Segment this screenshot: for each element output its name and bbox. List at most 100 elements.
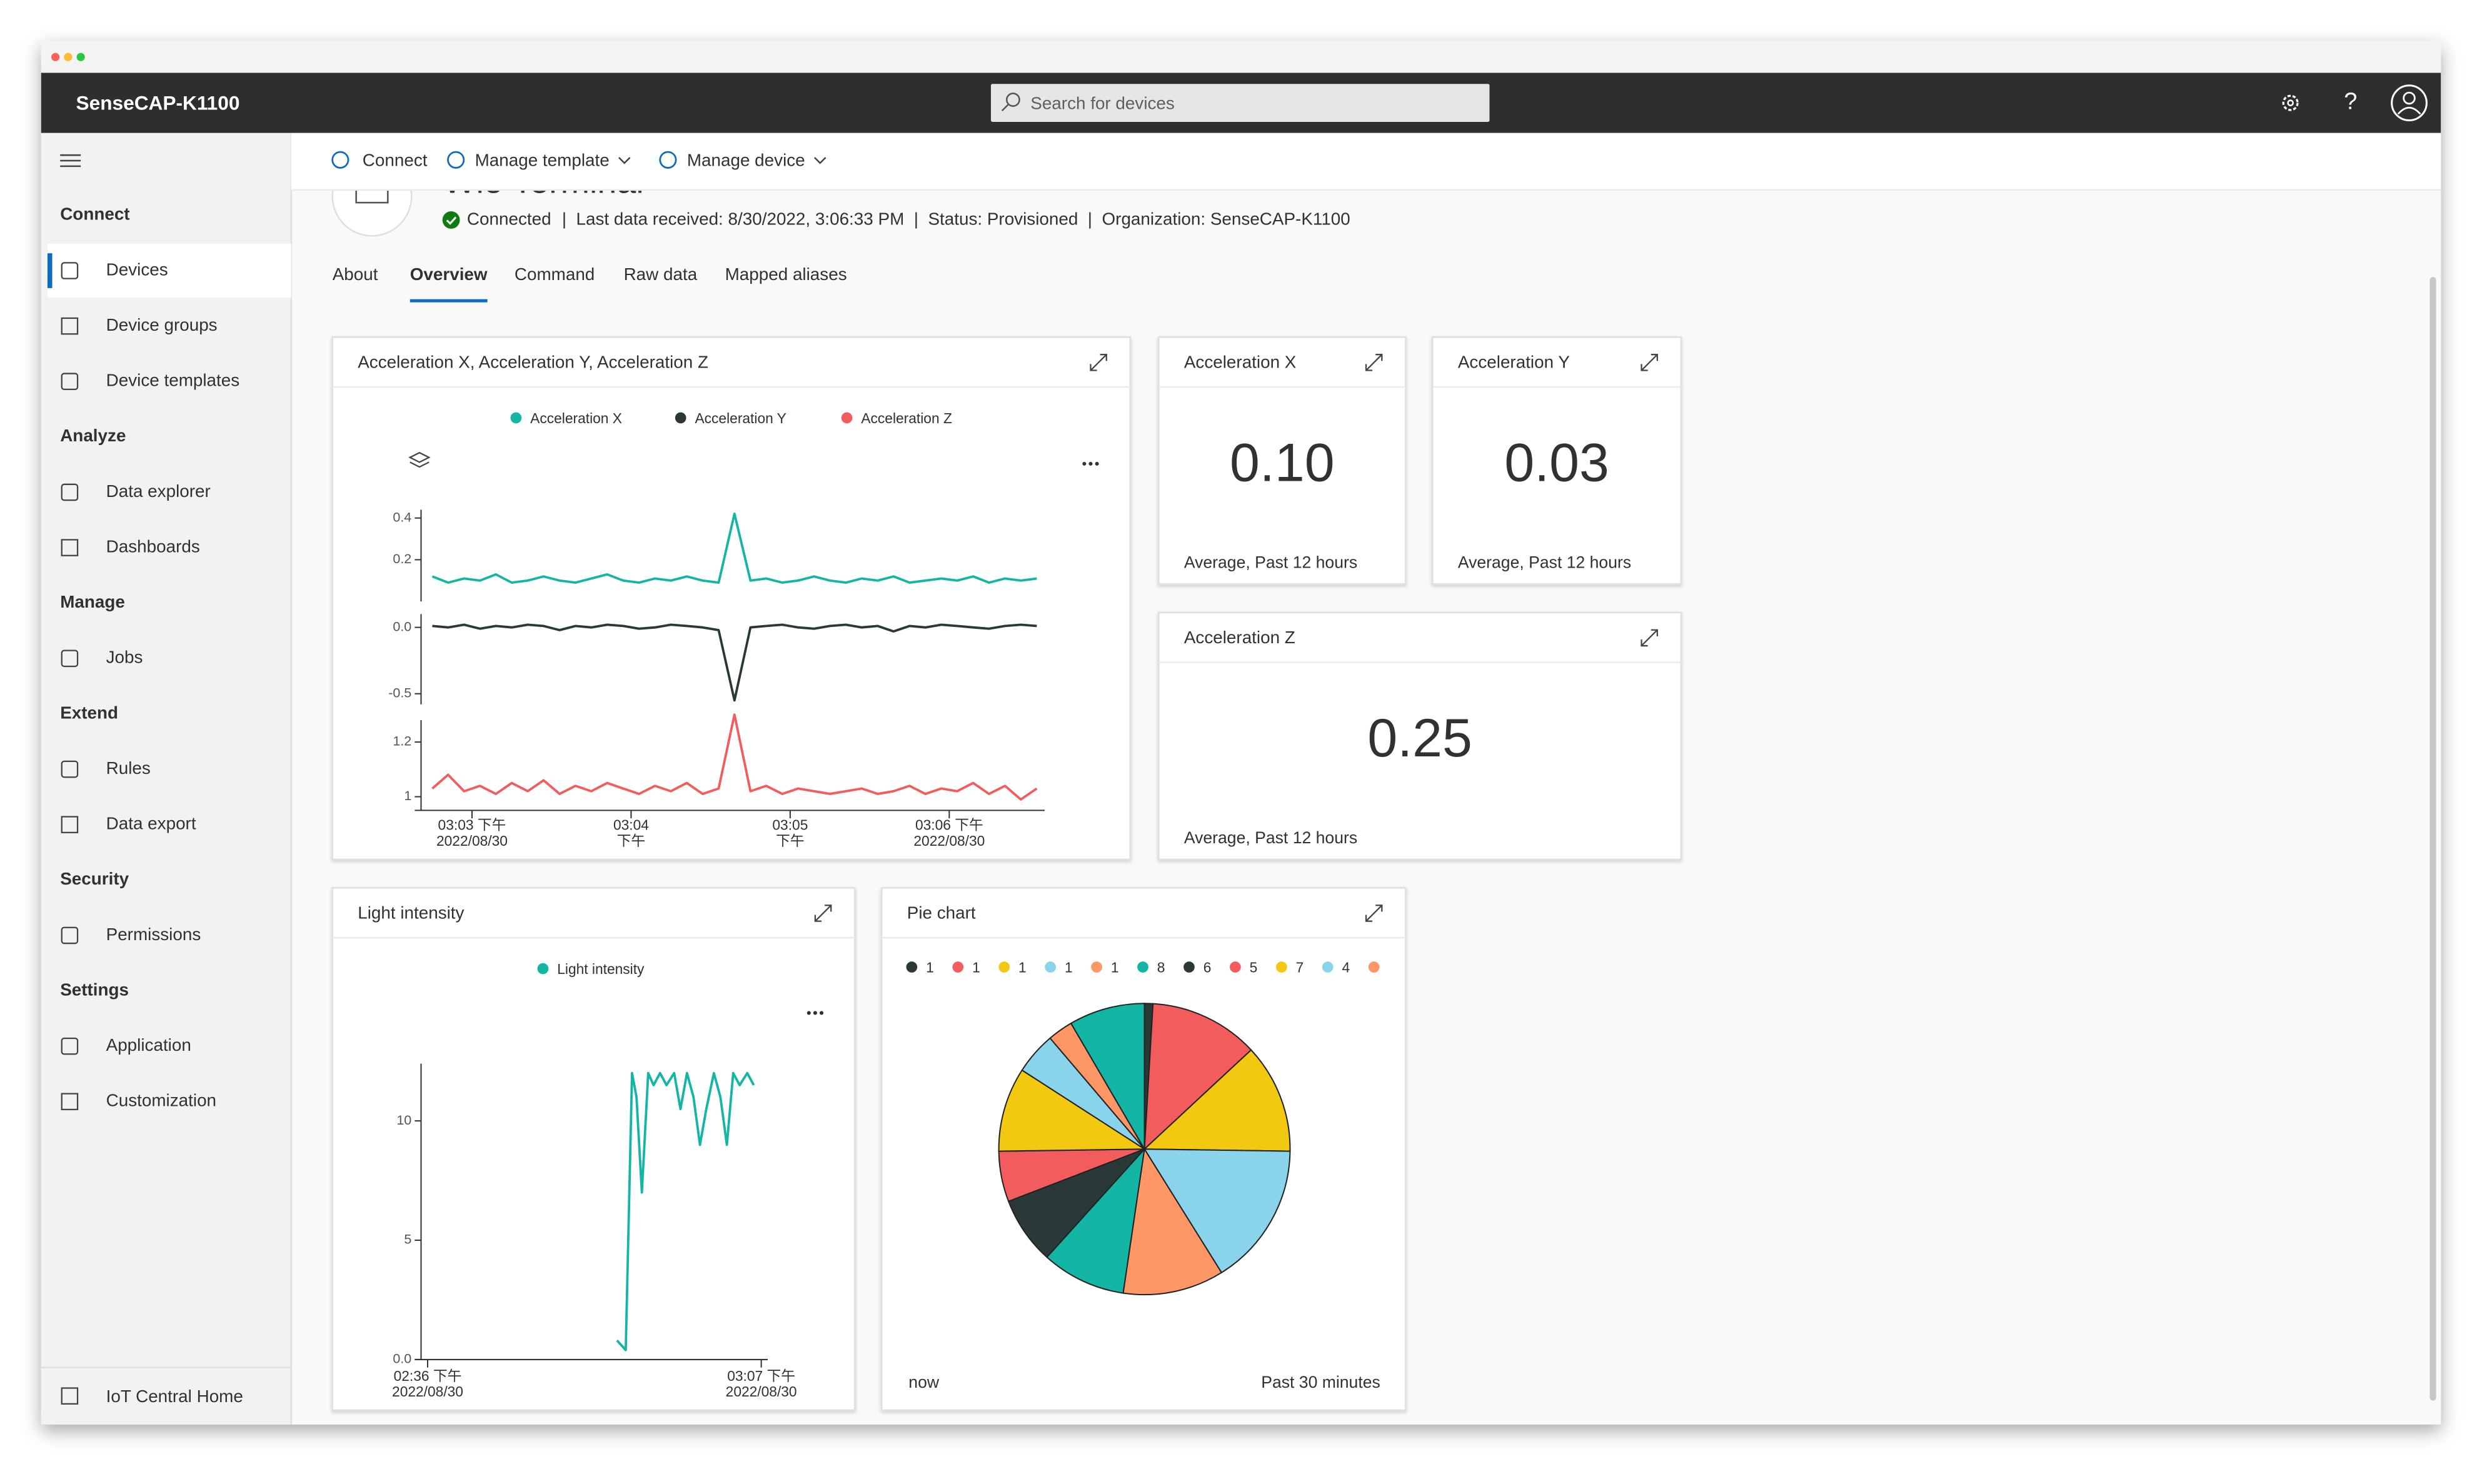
pie-slice bbox=[1070, 1003, 1145, 1151]
pie-slice bbox=[1143, 1049, 1291, 1152]
pie-slice bbox=[1143, 1148, 1291, 1274]
sidebar-item[interactable]: Customization bbox=[106, 1091, 216, 1110]
expand-icon[interactable] bbox=[1640, 629, 1659, 647]
toolbar-button[interactable]: Manage template bbox=[475, 151, 610, 170]
legend-marker bbox=[1275, 961, 1287, 973]
tab[interactable]: Raw data bbox=[624, 264, 698, 284]
search-icon bbox=[1006, 93, 1020, 107]
legend-marker bbox=[1045, 961, 1057, 973]
search-icon-handle bbox=[1001, 104, 1009, 112]
kpi-value: 0.03 bbox=[1504, 433, 1609, 493]
account-icon-head bbox=[2403, 91, 2416, 105]
sidebar-item-icon bbox=[61, 1093, 79, 1111]
more-icon[interactable] bbox=[1082, 461, 1087, 466]
sidebar-item[interactable]: Jobs bbox=[106, 648, 143, 667]
tile-footer: Past 30 minutes bbox=[1261, 1373, 1380, 1391]
toolbar-button[interactable]: Connect bbox=[363, 151, 428, 170]
x-tick-label: 03:05 bbox=[772, 817, 808, 833]
sidebar-item[interactable]: Data export bbox=[106, 814, 196, 833]
y-tick-label: 0.4 bbox=[393, 509, 411, 524]
legend-label: 1 bbox=[972, 960, 980, 976]
y-tick-label: 5 bbox=[404, 1232, 411, 1247]
x-tick-label: 2022/08/30 bbox=[913, 833, 985, 849]
tab[interactable]: Mapped aliases bbox=[725, 264, 847, 284]
sidebar-item-icon bbox=[61, 539, 79, 556]
sidebar-footer-link[interactable]: IoT Central Home bbox=[106, 1386, 243, 1406]
sidebar-item[interactable]: Device groups bbox=[106, 315, 218, 334]
legend-marker bbox=[510, 412, 522, 424]
series-line bbox=[432, 623, 1037, 702]
kpi-value: 0.25 bbox=[1367, 708, 1472, 768]
expand-icon[interactable] bbox=[1090, 354, 1107, 371]
sidebar-item[interactable]: Devices bbox=[106, 259, 168, 279]
tile bbox=[331, 887, 856, 1411]
toolbar-chevron bbox=[618, 157, 631, 164]
scrollbar[interactable] bbox=[2429, 277, 2436, 1401]
more-icon[interactable] bbox=[1095, 461, 1099, 466]
help-icon[interactable]: ? bbox=[2344, 89, 2357, 115]
sidebar-section-title: Manage bbox=[60, 592, 125, 611]
title-bar bbox=[41, 41, 2441, 73]
sidebar-item[interactable]: Application bbox=[106, 1035, 191, 1055]
y-tick-label: 0.0 bbox=[393, 1351, 411, 1366]
more-icon[interactable] bbox=[806, 1011, 811, 1015]
expand-icon[interactable] bbox=[814, 905, 832, 922]
legend-label: 7 bbox=[1296, 960, 1304, 976]
tile bbox=[1432, 336, 1682, 585]
y-tick-label: 0.0 bbox=[393, 619, 411, 634]
tile-title: Acceleration Y bbox=[1458, 352, 1570, 371]
layers-icon[interactable] bbox=[408, 451, 431, 468]
expand-icon[interactable] bbox=[1365, 905, 1383, 922]
account-icon[interactable] bbox=[2391, 84, 2428, 121]
more-icon[interactable] bbox=[813, 1011, 817, 1015]
sidebar-item[interactable]: Dashboards bbox=[106, 536, 200, 556]
tile bbox=[331, 336, 1132, 861]
settings-icon[interactable] bbox=[2282, 94, 2299, 111]
toolbar bbox=[291, 133, 2441, 190]
legend-label: 1 bbox=[926, 960, 934, 976]
series-line bbox=[431, 513, 1037, 584]
tile-title: Light intensity bbox=[358, 903, 464, 923]
legend-marker bbox=[675, 412, 686, 424]
sidebar-item-icon bbox=[61, 262, 79, 279]
legend-marker bbox=[1230, 961, 1241, 973]
y-tick-label: 10 bbox=[396, 1113, 411, 1128]
legend-marker bbox=[841, 412, 853, 424]
settings-icon-center bbox=[2287, 99, 2294, 106]
toolbar-button[interactable]: Manage device bbox=[687, 151, 805, 170]
sidebar-item[interactable]: Rules bbox=[106, 758, 151, 778]
sidebar-item[interactable]: Device templates bbox=[106, 371, 240, 390]
tab[interactable]: Overview bbox=[410, 264, 488, 284]
more-icon[interactable] bbox=[1088, 461, 1093, 466]
pie-slice bbox=[1143, 1003, 1252, 1151]
pie-slice bbox=[1046, 1147, 1146, 1294]
zoom-button[interactable] bbox=[76, 53, 85, 61]
minimize-button[interactable] bbox=[64, 53, 73, 61]
close-button[interactable] bbox=[51, 53, 60, 61]
x-tick-label: 2022/08/30 bbox=[392, 1383, 463, 1400]
sidebar-item-icon bbox=[61, 649, 79, 668]
tab[interactable]: Command bbox=[515, 264, 595, 284]
tile-title: Pie chart bbox=[907, 903, 976, 923]
legend-label: Acceleration X bbox=[530, 410, 622, 426]
tab[interactable]: About bbox=[333, 264, 378, 284]
legend-label: 1 bbox=[1065, 960, 1073, 976]
account-icon-body bbox=[2397, 106, 2421, 115]
expand-icon[interactable] bbox=[1640, 354, 1659, 371]
sidebar-item[interactable]: Data explorer bbox=[106, 481, 211, 501]
more-icon[interactable] bbox=[820, 1011, 824, 1015]
expand-icon[interactable] bbox=[1365, 354, 1383, 371]
menu-icon[interactable] bbox=[60, 154, 81, 168]
sidebar-section-title: Connect bbox=[60, 204, 129, 224]
device-details: | Last data received: 8/30/2022, 3:06:33… bbox=[562, 209, 1350, 228]
y-tick-label: 1 bbox=[404, 788, 411, 803]
search-box[interactable] bbox=[990, 84, 1490, 123]
sidebar-item[interactable]: Permissions bbox=[106, 925, 201, 944]
sidebar-item-icon bbox=[61, 317, 79, 335]
search-placeholder[interactable]: Search for devices bbox=[1030, 94, 1175, 113]
legend-marker bbox=[1091, 961, 1102, 973]
legend-marker bbox=[906, 961, 918, 973]
legend-marker bbox=[537, 963, 549, 975]
kpi-value: 0.10 bbox=[1230, 433, 1335, 493]
sidebar-item-icon bbox=[61, 1387, 79, 1405]
